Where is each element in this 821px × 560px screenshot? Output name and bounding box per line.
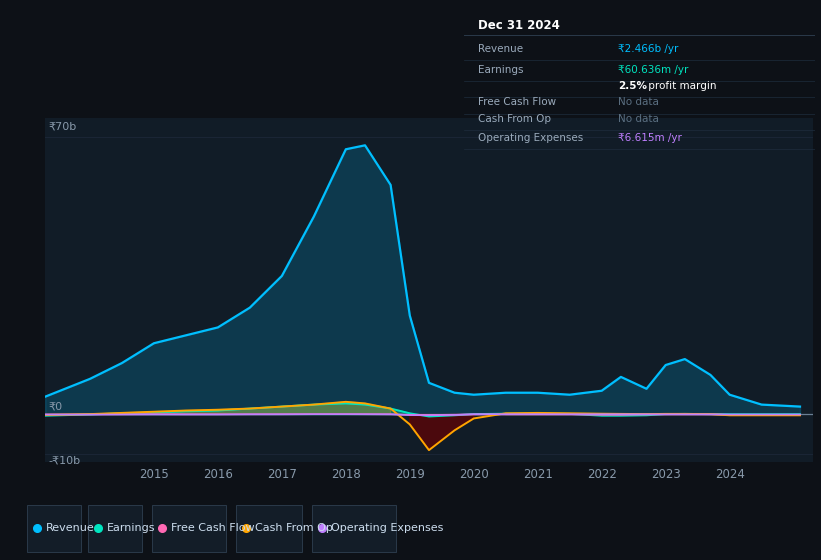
Text: Revenue: Revenue [46, 523, 94, 533]
Text: Cash From Op: Cash From Op [255, 523, 333, 533]
Text: -₹10b: -₹10b [48, 456, 80, 466]
FancyBboxPatch shape [27, 505, 80, 552]
Text: No data: No data [618, 114, 659, 124]
Text: Earnings: Earnings [107, 523, 156, 533]
FancyBboxPatch shape [89, 505, 142, 552]
Text: No data: No data [618, 97, 659, 108]
Text: ₹2.466b /yr: ₹2.466b /yr [618, 44, 679, 54]
FancyBboxPatch shape [236, 505, 302, 552]
Text: ₹6.615m /yr: ₹6.615m /yr [618, 133, 682, 143]
Text: Free Cash Flow: Free Cash Flow [478, 97, 556, 108]
Text: ₹70b: ₹70b [48, 122, 76, 132]
FancyBboxPatch shape [312, 505, 397, 552]
Text: Operating Expenses: Operating Expenses [331, 523, 443, 533]
Text: Dec 31 2024: Dec 31 2024 [478, 19, 560, 32]
Text: Earnings: Earnings [478, 65, 524, 75]
Text: Free Cash Flow: Free Cash Flow [171, 523, 255, 533]
Text: profit margin: profit margin [644, 81, 717, 91]
Text: Operating Expenses: Operating Expenses [478, 133, 583, 143]
FancyBboxPatch shape [152, 505, 226, 552]
Text: 2.5%: 2.5% [618, 81, 648, 91]
Text: Revenue: Revenue [478, 44, 523, 54]
Text: ₹60.636m /yr: ₹60.636m /yr [618, 65, 689, 75]
Text: ₹0: ₹0 [48, 402, 62, 412]
Text: Cash From Op: Cash From Op [478, 114, 551, 124]
